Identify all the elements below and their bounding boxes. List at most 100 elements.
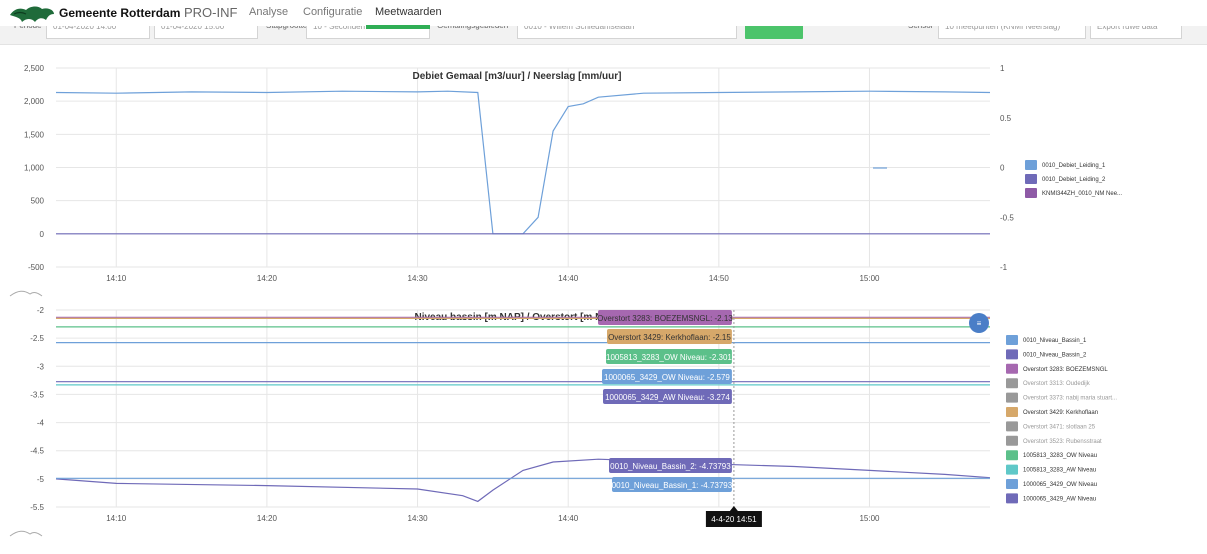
nav-analyse[interactable]: Analyse [249,6,289,18]
cursor-time-pointer [729,506,738,511]
legend-swatch[interactable] [1006,378,1018,389]
tooltip-box [598,310,732,325]
legend-label[interactable]: 1000065_3429_AW Niveau [1023,496,1096,502]
legend-label[interactable]: 1000065_3429_OW Niveau [1023,482,1097,488]
series-tooltip: Overstort 3283: BOEZEMSNGL: -2.13 [597,310,733,325]
legend-label[interactable]: Overstort 3471: slotlaan 25 [1023,424,1096,430]
tooltip-box [612,477,732,492]
y-tick-label: -5 [37,475,45,484]
series-tooltip: 1000065_3429_AW Niveau: -3.274 [603,389,732,404]
y-tick-label: 1,000 [24,164,45,173]
legend-swatch[interactable] [1025,174,1037,184]
legend-label[interactable]: 0010_Debiet_Leiding_1 [1042,163,1106,169]
x-tick-label: 14:50 [709,274,730,283]
legend-swatch[interactable] [1006,363,1018,374]
x-tick-label: 14:30 [408,274,429,283]
y-right-tick-label: -1 [1000,263,1008,272]
tooltip-text: Overstort 3283: BOEZEMSNGL: -2.13 [597,314,733,323]
tooltip-text: 1000065_3429_OW Niveau: -2.579 [604,373,730,382]
legend-swatch[interactable] [1006,450,1018,461]
x-tick-label: 14:20 [257,274,278,283]
cursor-time-box [705,511,762,527]
legend-swatch[interactable] [1006,407,1018,417]
legend-label[interactable]: Overstort 3373: nabij maria stuart... [1023,396,1117,402]
tooltip-text: 0010_Niveau_Bassin_2: -4.73793 [610,462,731,471]
legend-label[interactable]: Overstort 3313: Oudedijk [1023,381,1091,387]
series-tooltip: 0010_Niveau_Bassin_1: -4.73793 [612,477,733,492]
legend-label[interactable]: 0010_Niveau_Bassin_1 [1023,338,1087,344]
series-tooltip: 0010_Niveau_Bassin_2: -4.73793 [609,458,732,473]
x-tick-label: 14:30 [408,514,429,523]
y-tick-label: 0 [40,230,45,239]
legend-swatch[interactable] [1006,464,1018,475]
tooltip-text: 1000065_3429_AW Niveau: -3.274 [605,393,730,402]
legend-swatch[interactable] [1006,493,1018,504]
y-right-tick-label: 1 [1000,64,1005,73]
y-tick-label: -4.5 [30,447,44,456]
menu-icon[interactable]: ≡ [977,319,982,328]
legend-label[interactable]: 0010_Niveau_Bassin_2 [1023,352,1087,358]
y-right-tick-label: 0.5 [1000,114,1012,123]
series-tooltip: 1005813_3283_OW Niveau: -2.301 [606,349,732,364]
y-tick-label: 2,500 [24,64,45,73]
niveau-chart: -2 -2.5 -3 -3.5 -4 -4.5 -5 -5.5 14:10 14:20 14:30 1… [9,306,1117,537]
legend-swatch[interactable] [1006,435,1018,446]
active-nav-indicator [366,25,430,29]
legend-label[interactable]: Overstort 3283: BOEZEMSNGL [1023,367,1108,373]
series-tooltip: Overstort 3429: Kerkhoflaan: -2.15 [607,329,732,344]
chart-title: Debiet Gemaal [m3/uur] / Neerslag [mm/uu… [413,71,622,82]
x-tick-label: 14:40 [558,514,579,523]
legend-label[interactable]: Overstort 3523: Rubensstraat [1023,439,1102,445]
debiet-chart: 2,500 2,000 1,500 1,000 500 0 -500 14:10 14:20 14… [9,64,1122,297]
y-tick-label: -3.5 [30,390,44,399]
cursor-time-text: 4-4-20 14:51 [711,515,757,524]
product-name[interactable]: PRO-INF [184,5,238,20]
legend-swatch[interactable] [1006,421,1018,432]
y-tick-label: 500 [31,197,45,206]
chart-menu-button[interactable]: ≡ [969,313,989,333]
tooltip-box [603,389,732,404]
brand-title: Gemeente Rotterdam [59,6,181,20]
x-tick-label: 15:00 [859,514,880,523]
chart-menu-circle[interactable] [969,313,989,333]
tooltip-box [607,329,732,344]
y-tick-label: -3 [37,362,45,371]
x-tick-label: 14:10 [106,514,127,523]
y-tick-label: 1,500 [24,130,45,139]
legend-swatch[interactable] [1006,479,1018,489]
legend-swatch[interactable] [1006,335,1018,345]
y-tick-label: -4 [37,419,45,428]
legend-label[interactable]: KNMI344ZH_0010_NM Nee... [1042,191,1122,197]
legend-swatch[interactable] [1025,160,1037,170]
rotterdam-lion-logo-icon [10,6,54,22]
legend-swatch[interactable] [1006,349,1018,360]
legend-label[interactable]: 1005813_3283_AW Niveau [1023,468,1096,474]
series-tooltip: 1000065_3429_OW Niveau: -2.579 [602,369,732,384]
y-tick-label: -5.5 [30,503,44,512]
x-tick-label: 14:20 [257,514,278,523]
y-right-tick-label: -0.5 [1000,213,1014,222]
y-tick-label: -500 [28,263,45,272]
legend-swatch[interactable] [1006,392,1018,403]
tooltip-box [609,458,732,473]
tooltip-text: 0010_Niveau_Bassin_1: -4.73793 [612,481,733,490]
tooltip-box [606,349,732,364]
tooltip-text: 1005813_3283_OW Niveau: -2.301 [606,353,732,362]
top-navigation: Gemeente Rotterdam PRO-INF Analyse Confi… [0,0,1207,26]
cursor-time-label: 4-4-20 14:51 [705,506,762,527]
y-tick-label: -2.5 [30,334,44,343]
legend-swatch[interactable] [1025,188,1037,198]
legend-label[interactable]: 0010_Debiet_Leiding_2 [1042,177,1106,183]
series-line [55,90,991,235]
legend-label[interactable]: 1005813_3283_OW Niveau [1023,453,1097,459]
x-tick-label: 14:10 [106,274,127,283]
x-tick-label: 15:00 [859,274,880,283]
nav-configuratie[interactable]: Configuratie [303,6,363,18]
series-line [55,458,991,503]
y-tick-label: 2,000 [24,97,45,106]
navigator-sparkline-icon [9,290,43,297]
legend-label[interactable]: Overstort 3429: Kerkhoflaan [1023,410,1098,416]
x-tick-label: 14:40 [558,274,579,283]
tooltip-text: Overstort 3429: Kerkhoflaan: -2.15 [608,333,731,342]
nav-meetwaarden[interactable]: Meetwaarden [375,6,442,18]
